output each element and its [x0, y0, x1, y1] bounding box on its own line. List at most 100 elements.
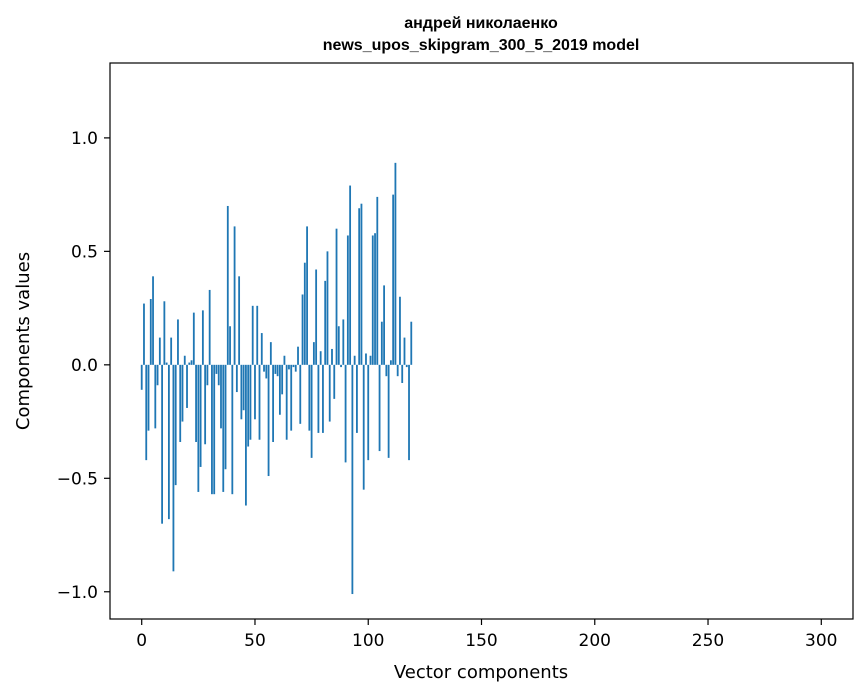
bar-103	[374, 233, 376, 365]
bar-55	[265, 364, 268, 379]
bar-25	[197, 364, 200, 492]
y-tick-label: 0.5	[71, 242, 98, 262]
bar-66	[290, 364, 293, 431]
bar-34	[217, 364, 220, 386]
bar-27	[201, 310, 204, 365]
bar-71	[301, 294, 304, 365]
bar-22	[190, 360, 193, 365]
bar-52	[258, 364, 261, 440]
bar-80	[322, 364, 324, 433]
bar-81	[324, 280, 327, 365]
bar-6	[154, 364, 157, 429]
bar-39	[229, 326, 231, 365]
bar-99	[365, 353, 367, 365]
bar-111	[392, 194, 395, 365]
x-axis-label: Vector components	[394, 662, 568, 683]
bar-76	[312, 342, 315, 365]
bar-44	[240, 364, 243, 420]
bar-13	[170, 337, 173, 365]
bar-115	[401, 364, 404, 383]
bar-97	[360, 203, 363, 365]
bar-78	[317, 364, 320, 433]
bar-46	[245, 364, 247, 506]
bar-23	[192, 312, 195, 365]
bar-40	[231, 364, 234, 495]
bar-65	[288, 364, 290, 370]
bar-8	[158, 337, 161, 365]
bar-105	[378, 364, 381, 452]
bar-45	[242, 364, 245, 411]
bar-113	[396, 364, 399, 377]
bar-89	[342, 319, 345, 365]
bar-31	[211, 364, 213, 495]
bar-16	[177, 319, 179, 365]
bar-61	[278, 364, 281, 415]
bar-41	[233, 226, 236, 365]
x-tick-label: 300	[805, 631, 837, 651]
bar-86	[335, 228, 338, 365]
bar-62	[281, 364, 284, 395]
y-tick-label: −0.5	[57, 469, 98, 489]
bar-112	[394, 162, 397, 365]
bar-53	[260, 333, 263, 365]
bar-67	[292, 364, 295, 368]
bar-117	[405, 364, 408, 368]
bar-83	[328, 364, 331, 422]
y-axis-ticks: −1.0 −0.5 0.0 0.5 1.0	[57, 129, 110, 603]
bar-87	[337, 326, 340, 365]
bar-109	[387, 364, 390, 458]
bar-98	[362, 364, 365, 490]
y-tick-label: 1.0	[71, 129, 98, 149]
bar-20	[186, 364, 188, 408]
bar-35	[220, 364, 222, 429]
bar-17	[179, 364, 182, 442]
bar-33	[215, 364, 218, 374]
bar-64	[285, 364, 288, 440]
bar-119	[410, 321, 413, 365]
bar-77	[315, 269, 318, 365]
bar-11	[165, 362, 168, 365]
x-tick-label: 100	[352, 631, 384, 651]
x-tick-label: 200	[579, 631, 611, 651]
bar-101	[369, 355, 372, 365]
bar-1	[143, 303, 145, 365]
bar-30	[208, 289, 211, 365]
bar-82	[326, 251, 329, 365]
bar-32	[213, 364, 216, 495]
bar-69	[297, 346, 299, 365]
bar-84	[331, 348, 333, 365]
bar-54	[263, 364, 265, 372]
bar-60	[276, 364, 279, 377]
bar-57	[269, 342, 272, 365]
bar-4	[149, 299, 152, 365]
bar-93	[351, 364, 354, 595]
bar-106	[380, 321, 383, 365]
bar-68	[294, 364, 297, 372]
bar-85	[333, 364, 336, 399]
bar-43	[238, 276, 241, 365]
bar-70	[299, 364, 302, 424]
bar-102	[371, 235, 374, 365]
bar-3	[147, 364, 150, 431]
bar-47	[247, 364, 250, 447]
y-tick-label: −1.0	[57, 583, 98, 603]
bar-38	[226, 205, 229, 365]
bar-91	[346, 235, 349, 365]
x-tick-label: 250	[692, 631, 724, 651]
plot-frame	[109, 62, 854, 620]
bars-group	[140, 162, 413, 595]
bar-63	[283, 355, 286, 365]
bar-24	[195, 364, 197, 442]
bar-14	[172, 364, 175, 572]
bar-79	[319, 351, 322, 365]
bar-75	[310, 364, 313, 458]
bar-59	[274, 364, 277, 374]
bar-114	[399, 296, 401, 365]
bar-49	[251, 305, 254, 365]
bar-51	[256, 305, 259, 365]
x-tick-label: 150	[465, 631, 497, 651]
bar-74	[308, 364, 311, 431]
bar-7	[156, 364, 159, 386]
x-tick-label: 0	[136, 631, 147, 651]
bar-42	[235, 364, 238, 393]
